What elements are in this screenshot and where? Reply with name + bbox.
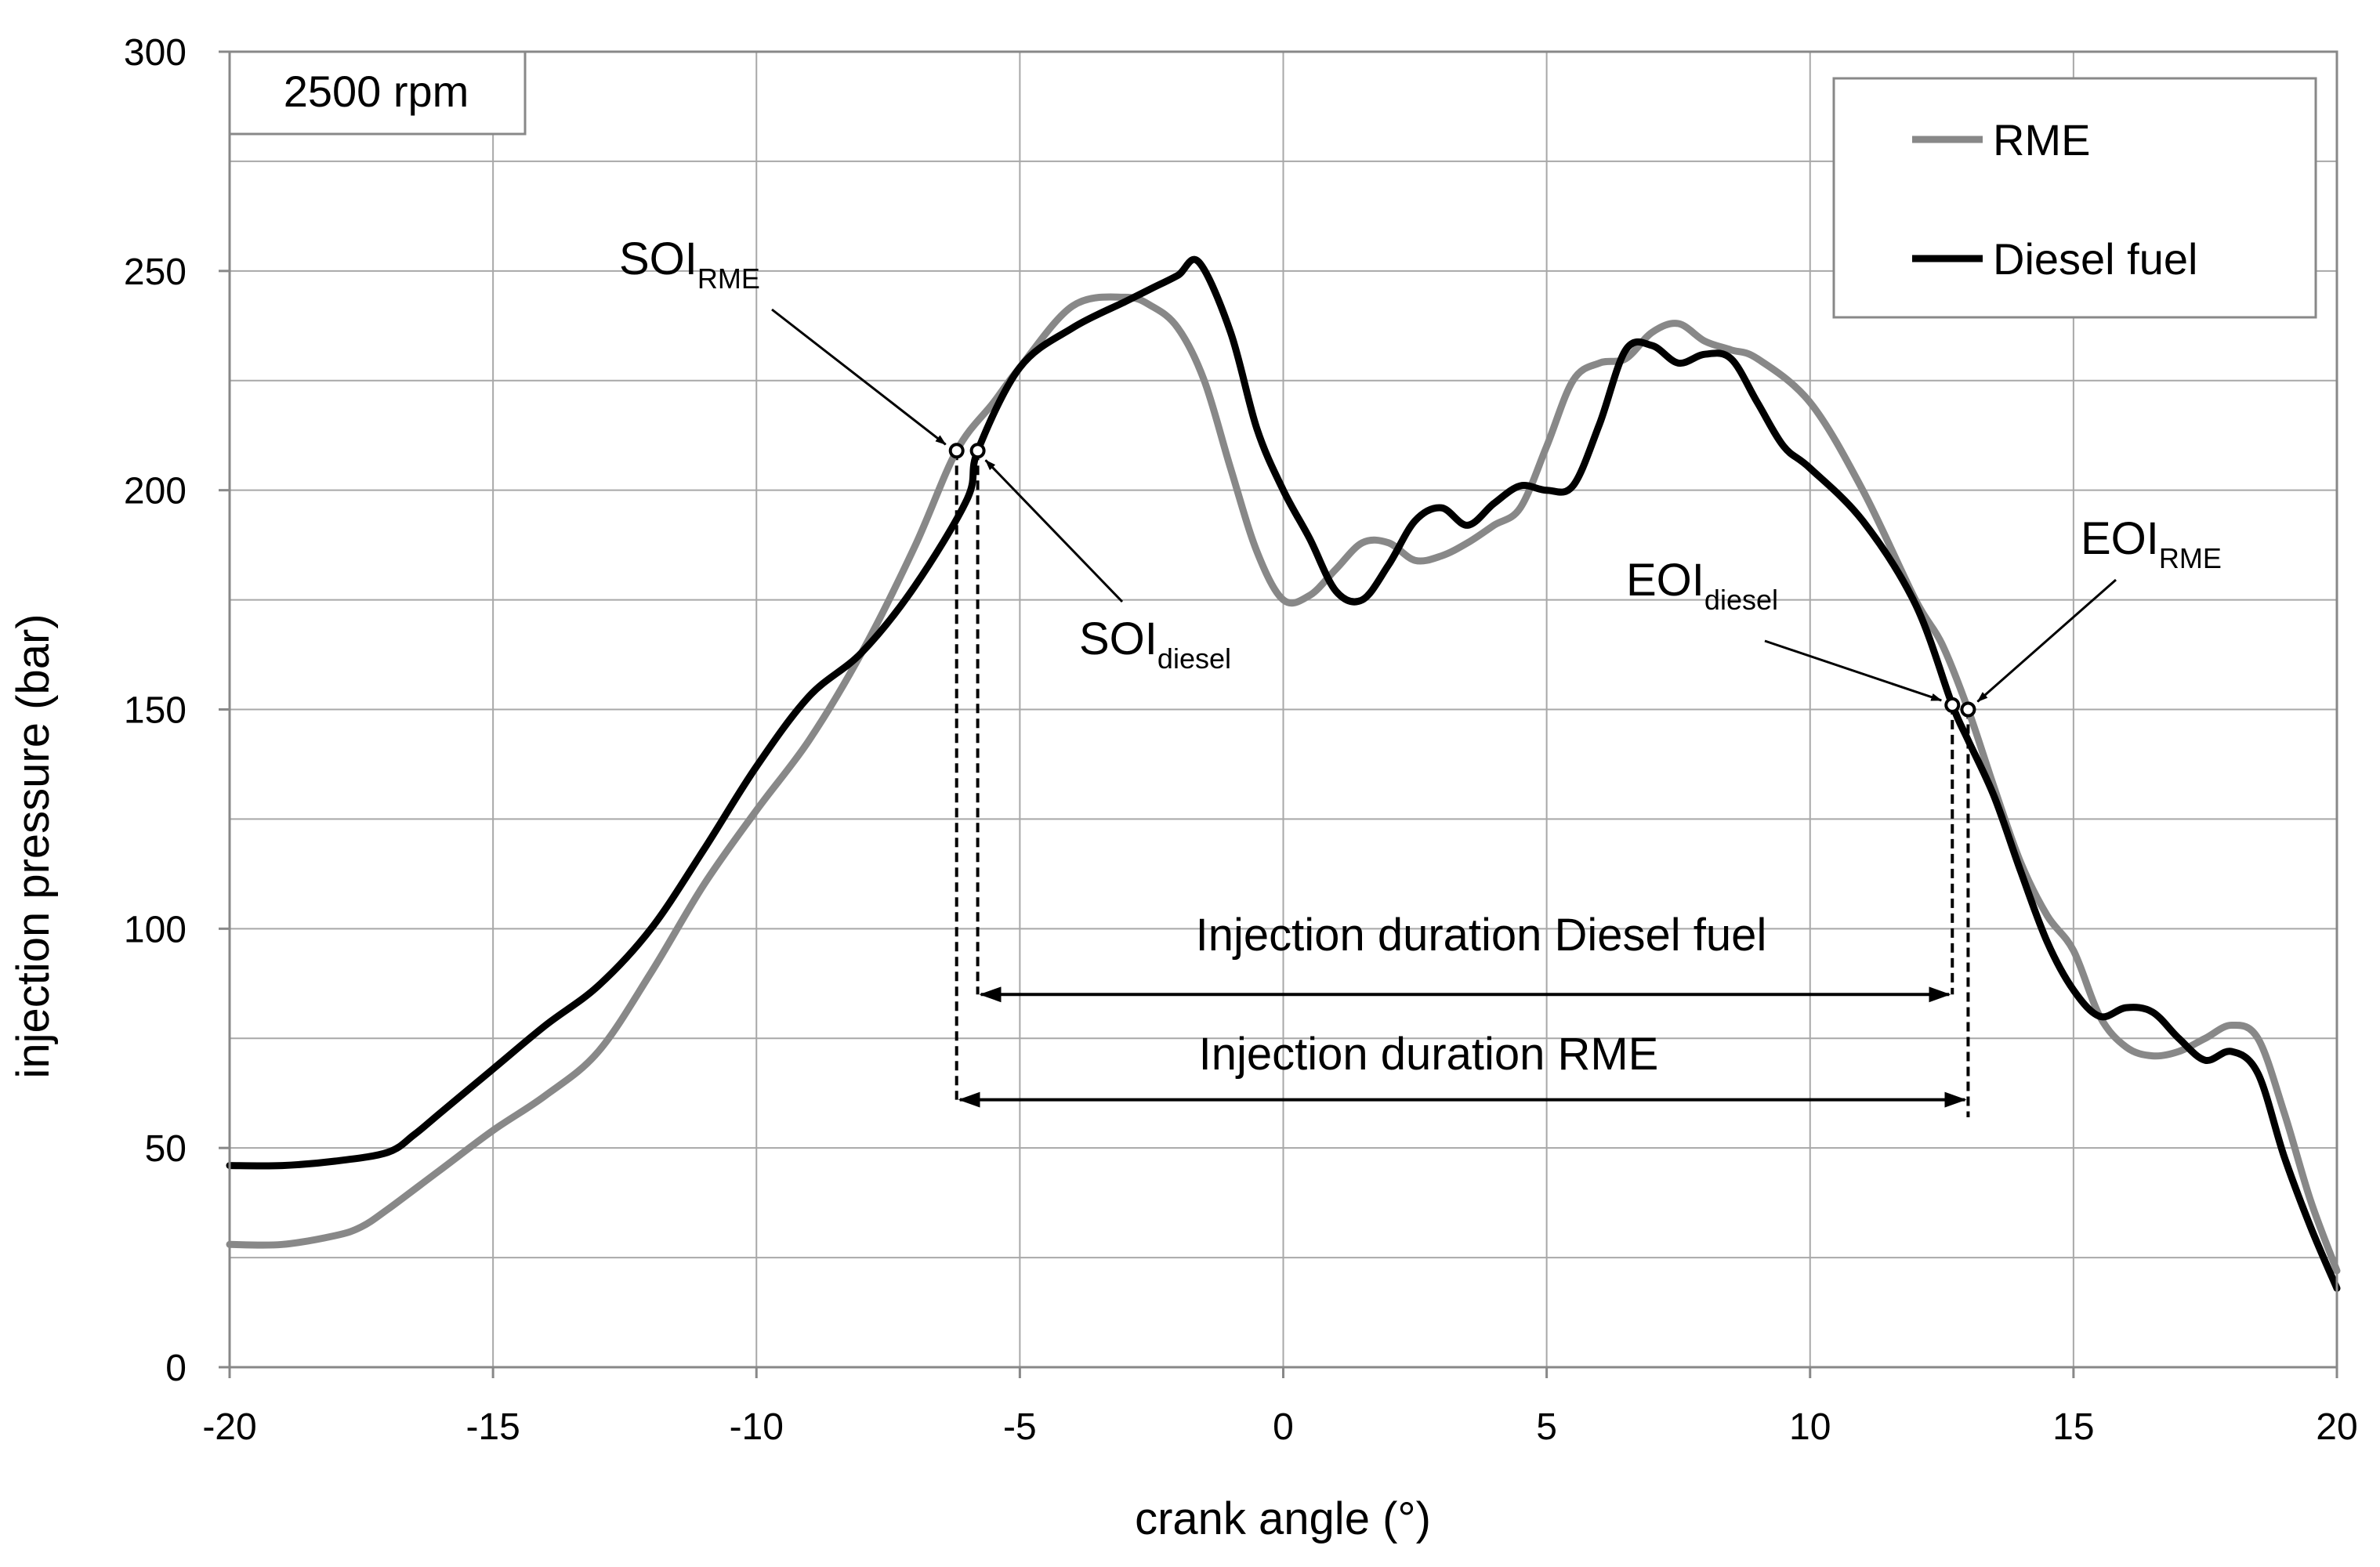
soi-rme-pointer	[771, 308, 947, 446]
annotations: SOIRME SOIdiesel EOIdiesel EOIRME Inject…	[619, 233, 2222, 1080]
x-tick-label: 0	[1273, 1406, 1294, 1448]
x-tick-label: 5	[1536, 1406, 1557, 1448]
y-tick-label: 250	[124, 252, 187, 293]
x-tick-label: 15	[2052, 1406, 2094, 1448]
y-tick-label: 0	[165, 1348, 187, 1389]
x-axis-label: crank angle (°)	[1135, 1493, 1431, 1544]
soi-diesel-point	[969, 443, 986, 459]
x-tick-label: 20	[2316, 1406, 2357, 1448]
eoi-diesel-point	[1944, 697, 1961, 713]
y-tick-label: 150	[124, 690, 187, 732]
series-layer	[226, 255, 2341, 1292]
x-tick-label: -20	[202, 1406, 256, 1448]
soi-diesel-label: SOIdiesel	[1079, 613, 1231, 675]
eoi-rme-point	[1960, 701, 1976, 718]
legend-box	[1832, 77, 2317, 319]
series-line-diesel-fuel	[226, 255, 2341, 1292]
x-tick-label: -15	[465, 1406, 520, 1448]
soi-rme-point	[948, 443, 965, 459]
eoi-diesel-label: EOIdiesel	[1626, 555, 1778, 616]
y-tick-label: 100	[124, 909, 187, 950]
x-tick-label: -5	[1003, 1406, 1037, 1448]
y-tick-label: 50	[145, 1128, 187, 1170]
soi-rme-label: SOIRME	[619, 233, 760, 295]
legend-label-rme: RME	[1993, 115, 2090, 165]
y-tick-label: 300	[124, 32, 187, 74]
x-tick-label: -10	[730, 1406, 784, 1448]
speed-label: 2500 rpm	[284, 67, 469, 116]
eoi-diesel-pointer	[1764, 639, 1943, 702]
series-line-rme	[226, 293, 2341, 1275]
y-axis-label: injection pressure (bar)	[8, 613, 59, 1078]
legend-label-diesel: Diesel fuel	[1993, 234, 2197, 284]
eoi-rme-pointer	[1976, 578, 2117, 703]
legend: RME Diesel fuel	[1832, 77, 2317, 319]
soi-diesel-pointer	[984, 459, 1124, 603]
eoi-rme-label: EOIRME	[2081, 513, 2222, 574]
duration-rme-label: Injection duration RME	[1199, 1029, 1659, 1080]
duration-diesel-label: Injection duration Diesel fuel	[1196, 910, 1767, 961]
speed-label-box: 2500 rpm	[228, 50, 527, 136]
y-tick-label: 200	[124, 471, 187, 512]
x-tick-label: 10	[1789, 1406, 1831, 1448]
